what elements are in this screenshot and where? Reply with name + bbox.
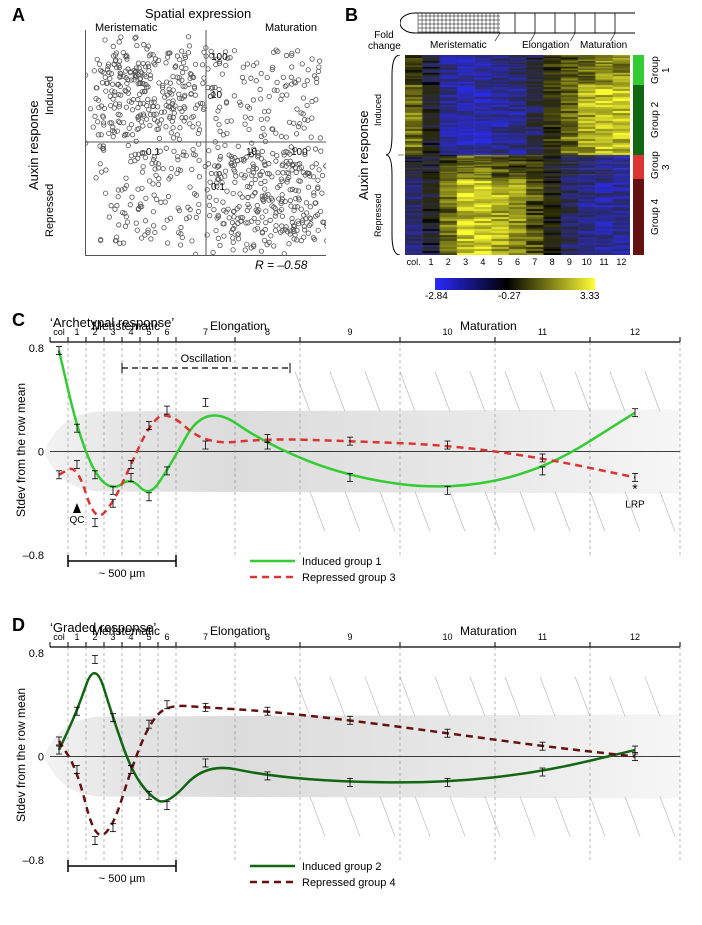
svg-text:Repressed group 4: Repressed group 4	[302, 877, 396, 889]
svg-text:Elongation: Elongation	[210, 319, 267, 333]
group-label-2: Group 2	[650, 85, 661, 155]
heatmap-col-4: 4	[474, 257, 491, 267]
group-label-4: Group 4	[650, 179, 661, 255]
svg-text:0: 0	[38, 752, 44, 764]
group-bar-2	[633, 85, 644, 155]
panel-a-y-top: Induced	[44, 60, 56, 130]
heatmap-col-3: 3	[457, 257, 474, 267]
svg-text:1: 1	[74, 632, 79, 642]
svg-text:0.8: 0.8	[29, 648, 44, 660]
svg-text:Elongation: Elongation	[210, 624, 267, 638]
svg-text:1: 1	[74, 327, 79, 337]
group-bar-1	[633, 55, 644, 85]
panel-a-y-bot: Repressed	[44, 170, 56, 250]
svg-text:–0.8: –0.8	[23, 550, 44, 562]
svg-text:LRP: LRP	[625, 499, 645, 510]
panel-a-label: A	[12, 5, 25, 26]
group-bar-4	[633, 179, 644, 255]
heatmap-col-5: 5	[492, 257, 509, 267]
panel-b-zone-mat: Maturation	[580, 40, 627, 51]
svg-text:11: 11	[538, 327, 547, 337]
group-label-1: Group 1	[650, 55, 672, 85]
panel-b-y-top: Induced	[373, 75, 383, 145]
svg-text:9: 9	[347, 632, 352, 642]
svg-text:10: 10	[442, 632, 452, 642]
svg-text:0.1: 0.1	[146, 147, 160, 158]
panel-b-label: B	[345, 5, 358, 26]
svg-text:12: 12	[630, 632, 640, 642]
panel-a-title: Spatial expression	[145, 6, 251, 21]
svg-text:100: 100	[211, 52, 228, 63]
heatmap-col-7: 7	[526, 257, 543, 267]
panel-d-plot: col123456789101112MeristematicElongation…	[50, 625, 680, 875]
panel-b-zone-meri: Meristematic	[430, 40, 487, 51]
panel-b-root-schematic	[400, 6, 640, 41]
svg-text:Maturation: Maturation	[460, 319, 517, 333]
svg-text:7: 7	[203, 632, 208, 642]
scatter-plot: 100 10 0.1 0.1 10 100	[85, 30, 326, 256]
heatmap-columns: col.123456789101112	[405, 257, 630, 271]
svg-text:col: col	[53, 632, 65, 642]
heatmap-col-2: 2	[440, 257, 457, 267]
group-bar-3	[633, 155, 644, 179]
cb-min: -2.84	[425, 291, 448, 302]
svg-text:QC: QC	[70, 515, 85, 526]
svg-text:Meristematic: Meristematic	[92, 319, 160, 333]
svg-text:100: 100	[291, 147, 308, 158]
heatmap-col-9: 9	[561, 257, 578, 267]
svg-text:12: 12	[630, 327, 640, 337]
heatmap	[405, 55, 630, 255]
svg-text:Oscillation: Oscillation	[181, 353, 232, 365]
group-label-3: Group 3	[650, 155, 672, 179]
panel-d-label: D	[12, 615, 25, 636]
panel-b-braces	[386, 55, 404, 255]
svg-text:11: 11	[538, 632, 547, 642]
svg-text:col: col	[53, 327, 65, 337]
svg-text:7: 7	[203, 327, 208, 337]
panel-b-foldchange: Foldchange	[368, 30, 400, 52]
svg-text:10: 10	[211, 90, 223, 101]
svg-text:Induced group 1: Induced group 1	[302, 556, 382, 568]
svg-text:6: 6	[164, 632, 169, 642]
heatmap-col-col.: col.	[405, 257, 422, 267]
panel-c-label: C	[12, 310, 25, 331]
scatter-svg: 100 10 0.1 0.1 10 100	[86, 30, 326, 255]
svg-text:~ 500 µm: ~ 500 µm	[99, 873, 145, 885]
svg-text:~ 500 µm: ~ 500 µm	[99, 568, 145, 580]
panel-a-correlation: R = –0.58	[255, 258, 307, 272]
heatmap-col-1: 1	[422, 257, 439, 267]
panel-a-y-title: Auxin response	[26, 85, 41, 205]
svg-text:Maturation: Maturation	[460, 624, 517, 638]
heatmap-col-10: 10	[578, 257, 595, 267]
svg-text:Meristematic: Meristematic	[92, 624, 160, 638]
panel-c-plot: col123456789101112MeristematicElongation…	[50, 320, 680, 570]
panel-b-y-title: Auxin response	[356, 100, 371, 210]
figure-root: A Spatial expression Meristematic Matura…	[0, 0, 702, 925]
svg-text:10: 10	[246, 147, 258, 158]
cb-max: 3.33	[580, 291, 599, 302]
heatmap-col-8: 8	[543, 257, 560, 267]
svg-text:–0.8: –0.8	[23, 855, 44, 867]
heatmap-col-6: 6	[509, 257, 526, 267]
svg-text:*: *	[632, 480, 638, 496]
svg-text:0.1: 0.1	[211, 182, 225, 193]
svg-text:9: 9	[347, 327, 352, 337]
svg-text:0.8: 0.8	[29, 343, 44, 355]
heatmap-col-12: 12	[613, 257, 630, 267]
panel-b-zone-elong: Elongation	[522, 40, 569, 51]
svg-text:Induced group 2: Induced group 2	[302, 861, 382, 873]
panel-d-svg: col123456789101112MeristematicElongation…	[50, 625, 680, 885]
panel-b-y-bot: Repressed	[373, 175, 383, 255]
svg-text:6: 6	[164, 327, 169, 337]
svg-text:0: 0	[38, 447, 44, 459]
panel-c-y-title: Stdev from the row mean	[14, 370, 28, 530]
svg-text:Repressed group 3: Repressed group 3	[302, 572, 396, 584]
svg-text:10: 10	[442, 327, 452, 337]
panel-d-y-title: Stdev from the row mean	[14, 675, 28, 835]
colorbar	[435, 278, 595, 290]
panel-c-svg: col123456789101112MeristematicElongation…	[50, 320, 680, 580]
heatmap-col-11: 11	[595, 257, 612, 267]
cb-mid: -0.27	[498, 291, 521, 302]
